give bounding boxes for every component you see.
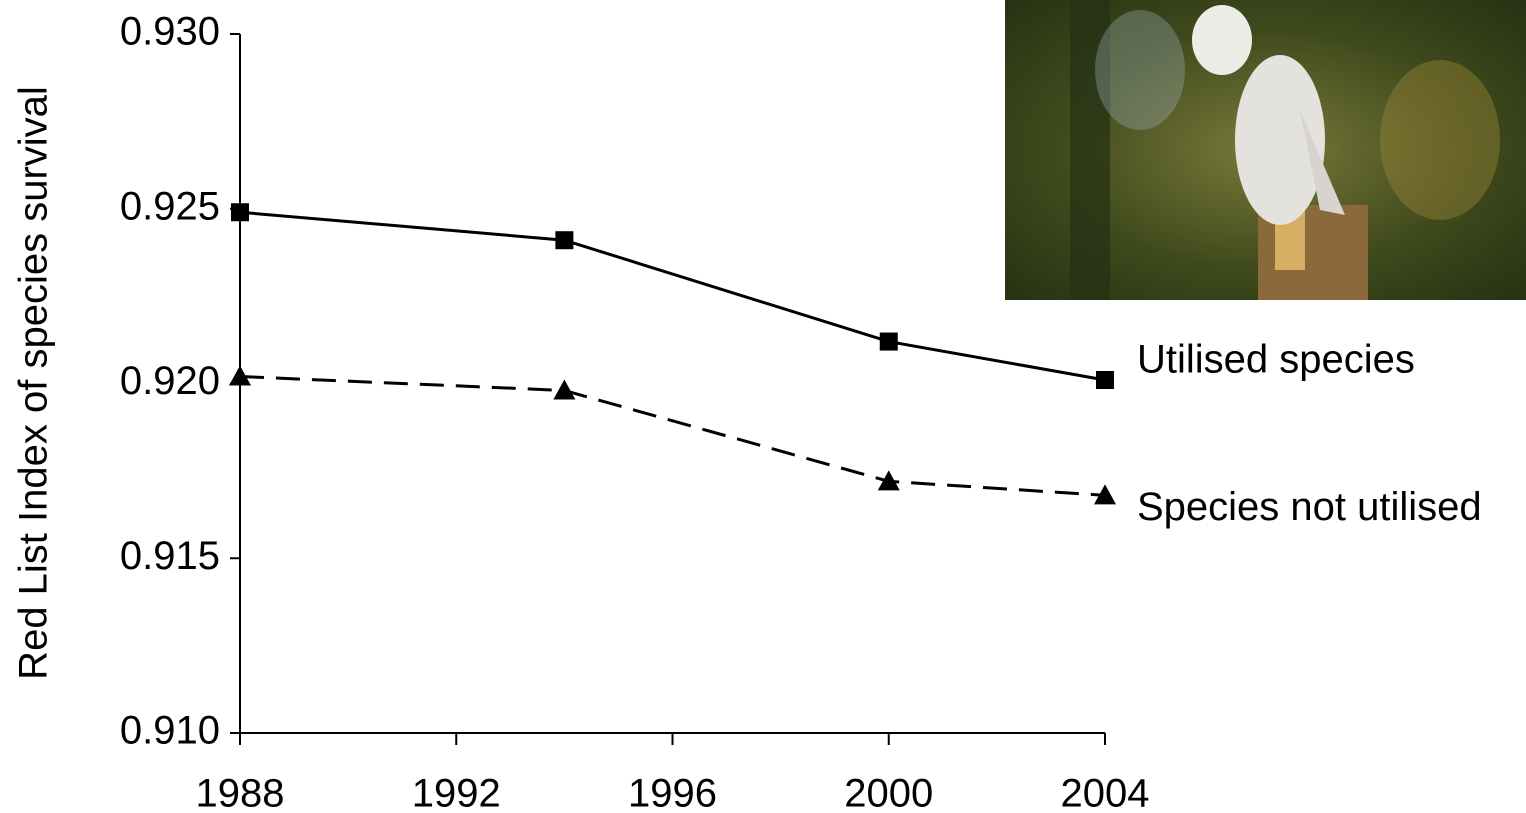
x-tick-label: 1988 [196,772,285,813]
y-tick-label: 0.925 [120,184,220,228]
marker [553,379,576,400]
marker [1094,484,1116,505]
x-tick-label: 2000 [844,772,933,813]
y-tick-label: 0.930 [120,10,220,54]
marker [231,203,249,222]
x-tick-label: 2004 [1061,772,1150,813]
photo [1005,0,1526,300]
series-label: Species not utilised [1137,485,1482,529]
marker [877,470,900,491]
y-tick-label: 0.910 [120,709,220,753]
marker [1096,371,1114,390]
y-tick-label: 0.920 [120,359,220,403]
x-tick-label: 1996 [628,772,717,813]
y-tick-label: 0.915 [120,534,220,578]
series-line [239,375,1106,497]
y-axis-label: Red List Index of species survival [12,86,56,680]
x-tick-label: 1992 [412,772,501,813]
marker [879,332,898,351]
marker [555,231,574,250]
series-line [239,210,1106,382]
series-label: Utilised species [1137,338,1415,382]
marker [229,365,251,386]
